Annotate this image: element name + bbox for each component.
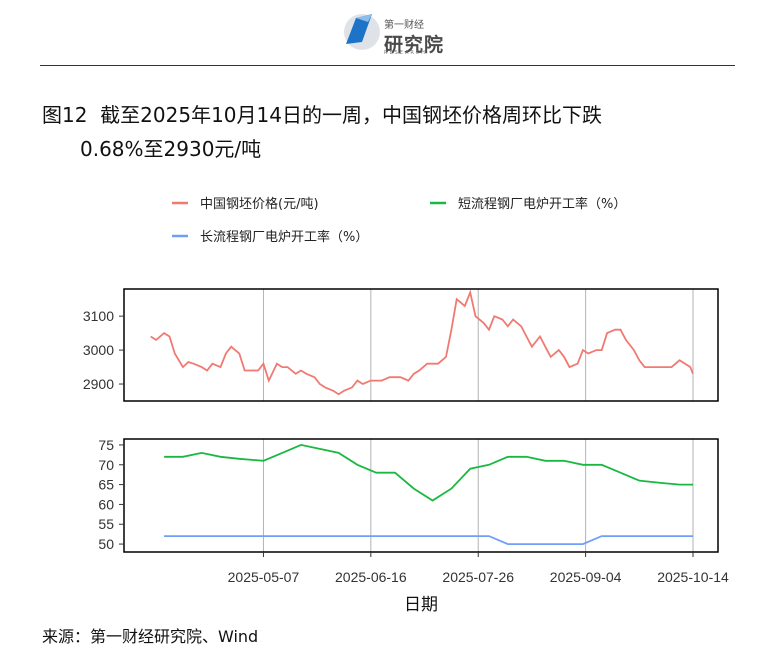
logo-en-text: RESEARCH bbox=[384, 50, 427, 56]
rate-panel-gridlines bbox=[262, 439, 694, 552]
short-flow-series-line bbox=[164, 443, 693, 502]
date-x-axis: 2025-05-07 2025-06-16 2025-07-26 2025-09-04… bbox=[228, 552, 729, 585]
long-flow-series-line bbox=[164, 535, 693, 545]
price-y-axis: 2900 3000 3100 bbox=[83, 308, 124, 392]
source-note: 来源：第一财经研究院、Wind bbox=[42, 627, 259, 646]
x-tick-label: 2025-05-07 bbox=[228, 569, 300, 585]
x-axis-title: 日期 bbox=[404, 595, 438, 615]
price-panel-gridlines bbox=[262, 289, 694, 401]
rate-y-tick-label: 70 bbox=[98, 457, 114, 473]
rate-panel: 50 55 60 65 70 75 bbox=[98, 437, 719, 553]
figure-title: 图12 截至2025年10月14日的一周，中国钢坯价格周环比下跌 bbox=[42, 101, 602, 129]
price-y-tick-label: 3000 bbox=[83, 342, 114, 358]
header-divider bbox=[40, 65, 735, 66]
rate-y-tick-label: 55 bbox=[98, 516, 114, 532]
research-institute-logo: 第一财经 研究院 RESEARCH bbox=[340, 8, 450, 58]
figure-title-line2: 0.68%至2930元/吨 bbox=[80, 137, 262, 161]
x-tick-label: 2025-06-16 bbox=[335, 569, 407, 585]
rate-y-tick-label: 50 bbox=[98, 536, 114, 552]
chart-legend: 中国钢坯价格(元/吨) 短流程钢厂电炉开工率（%） 长流程钢厂电炉开工率（%） bbox=[172, 196, 626, 245]
x-tick-label: 2025-09-04 bbox=[550, 569, 622, 585]
logo-name-text: 研究院 bbox=[384, 34, 445, 56]
price-panel: 2900 3000 3100 bbox=[83, 288, 719, 402]
legend-label-short: 短流程钢厂电炉开工率（%） bbox=[458, 196, 626, 212]
legend-label-price: 中国钢坯价格(元/吨) bbox=[200, 196, 319, 212]
figure-title-line1: 截至2025年10月14日的一周，中国钢坯价格周环比下跌 bbox=[100, 103, 602, 127]
legend-label-long: 长流程钢厂电炉开工率（%） bbox=[200, 229, 368, 245]
figure-label: 图12 bbox=[42, 103, 88, 127]
price-y-tick-label: 2900 bbox=[83, 376, 114, 392]
price-panel-frame bbox=[123, 288, 719, 402]
price-series-line bbox=[150, 289, 694, 396]
x-tick-label: 2025-07-26 bbox=[442, 569, 514, 585]
rate-y-axis: 50 55 60 65 70 75 bbox=[98, 437, 124, 552]
x-tick-label: 2025-10-14 bbox=[657, 569, 729, 585]
price-y-tick-label: 3100 bbox=[83, 308, 114, 324]
rate-panel-frame bbox=[123, 438, 719, 553]
rate-y-tick-label: 60 bbox=[98, 496, 114, 512]
rate-y-tick-label: 75 bbox=[98, 437, 114, 453]
logo-sub-text: 第一财经 bbox=[384, 20, 424, 31]
logo-emblem-icon bbox=[344, 14, 380, 50]
rate-y-tick-label: 65 bbox=[98, 477, 114, 493]
